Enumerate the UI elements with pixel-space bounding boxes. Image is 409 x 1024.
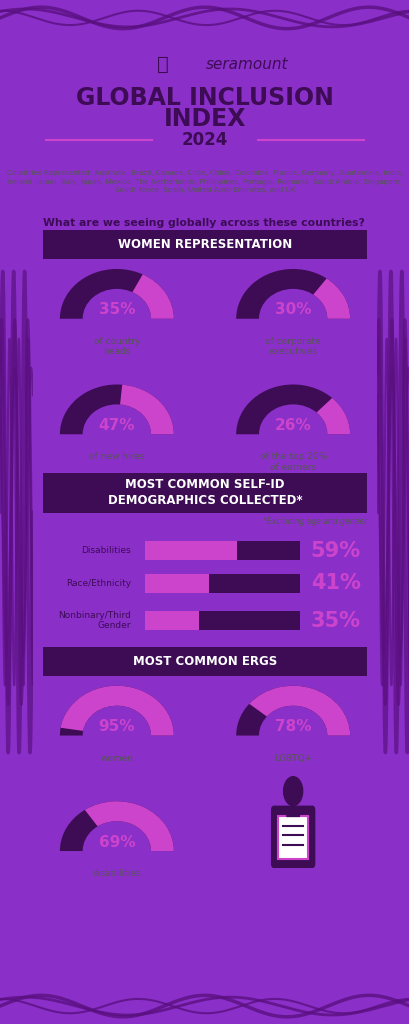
FancyBboxPatch shape <box>277 816 308 858</box>
FancyBboxPatch shape <box>145 573 208 593</box>
Wedge shape <box>312 279 349 318</box>
Text: INDEX: INDEX <box>163 108 246 131</box>
Wedge shape <box>120 385 173 434</box>
FancyBboxPatch shape <box>43 230 366 259</box>
FancyBboxPatch shape <box>208 573 299 593</box>
Wedge shape <box>316 398 349 434</box>
Text: 35%: 35% <box>310 610 360 631</box>
Text: MOST COMMON ERGS: MOST COMMON ERGS <box>133 654 276 668</box>
Text: 59%: 59% <box>310 541 360 560</box>
Text: 26%: 26% <box>274 418 311 433</box>
Circle shape <box>283 776 302 806</box>
Wedge shape <box>132 274 173 318</box>
Text: ֍: ֍ <box>156 55 168 74</box>
Text: women: women <box>100 754 133 763</box>
Text: 30%: 30% <box>274 302 311 317</box>
Wedge shape <box>236 269 349 318</box>
Wedge shape <box>236 384 349 434</box>
Text: seramount: seramount <box>206 57 288 72</box>
Text: MOST COMMON SELF-ID
DEMOGRAPHICS COLLECTED*: MOST COMMON SELF-ID DEMOGRAPHICS COLLECT… <box>108 478 301 507</box>
FancyBboxPatch shape <box>199 611 299 631</box>
Wedge shape <box>60 384 173 434</box>
Text: Race/Ethnicity: Race/Ethnicity <box>66 579 130 588</box>
Text: 2024: 2024 <box>181 131 228 150</box>
Wedge shape <box>249 686 349 735</box>
FancyBboxPatch shape <box>285 808 299 817</box>
Text: LGBTQ+: LGBTQ+ <box>274 754 311 763</box>
Text: What are we seeing globally across these countries?: What are we seeing globally across these… <box>43 218 364 228</box>
FancyBboxPatch shape <box>236 541 299 560</box>
FancyBboxPatch shape <box>145 541 236 560</box>
Text: 95%: 95% <box>98 719 135 734</box>
Text: *Excluding age and gender: *Excluding age and gender <box>262 517 366 526</box>
Text: 35%: 35% <box>98 302 135 317</box>
FancyBboxPatch shape <box>43 472 366 513</box>
Text: 69%: 69% <box>98 835 135 850</box>
Text: of the top 20%
of earners: of the top 20% of earners <box>259 453 326 472</box>
Text: 78%: 78% <box>274 719 311 734</box>
Wedge shape <box>61 686 173 735</box>
Text: WOMEN REPRESENTATION: WOMEN REPRESENTATION <box>117 238 291 251</box>
Text: of corporate
executives: of corporate executives <box>265 337 320 356</box>
FancyBboxPatch shape <box>145 611 199 631</box>
Text: of new hires: of new hires <box>89 453 144 462</box>
Text: 47%: 47% <box>98 418 135 433</box>
Wedge shape <box>236 686 349 735</box>
Wedge shape <box>60 686 173 735</box>
Text: disabilities: disabilities <box>92 869 141 879</box>
Wedge shape <box>60 269 173 318</box>
Text: Disabilities: Disabilities <box>81 546 130 555</box>
FancyBboxPatch shape <box>43 647 366 676</box>
Text: GLOBAL INCLUSION: GLOBAL INCLUSION <box>76 86 333 111</box>
Text: 41%: 41% <box>310 573 360 593</box>
FancyBboxPatch shape <box>270 806 315 868</box>
Wedge shape <box>60 801 173 851</box>
Text: Nonbinary/Third
Gender: Nonbinary/Third Gender <box>58 611 130 631</box>
Wedge shape <box>85 801 173 851</box>
Text: of country
heads: of country heads <box>93 337 140 356</box>
Text: Countries Represented: Australia, Brazil, Canada, Chile, China, Colombia, France: Countries Represented: Australia, Brazil… <box>7 170 402 194</box>
